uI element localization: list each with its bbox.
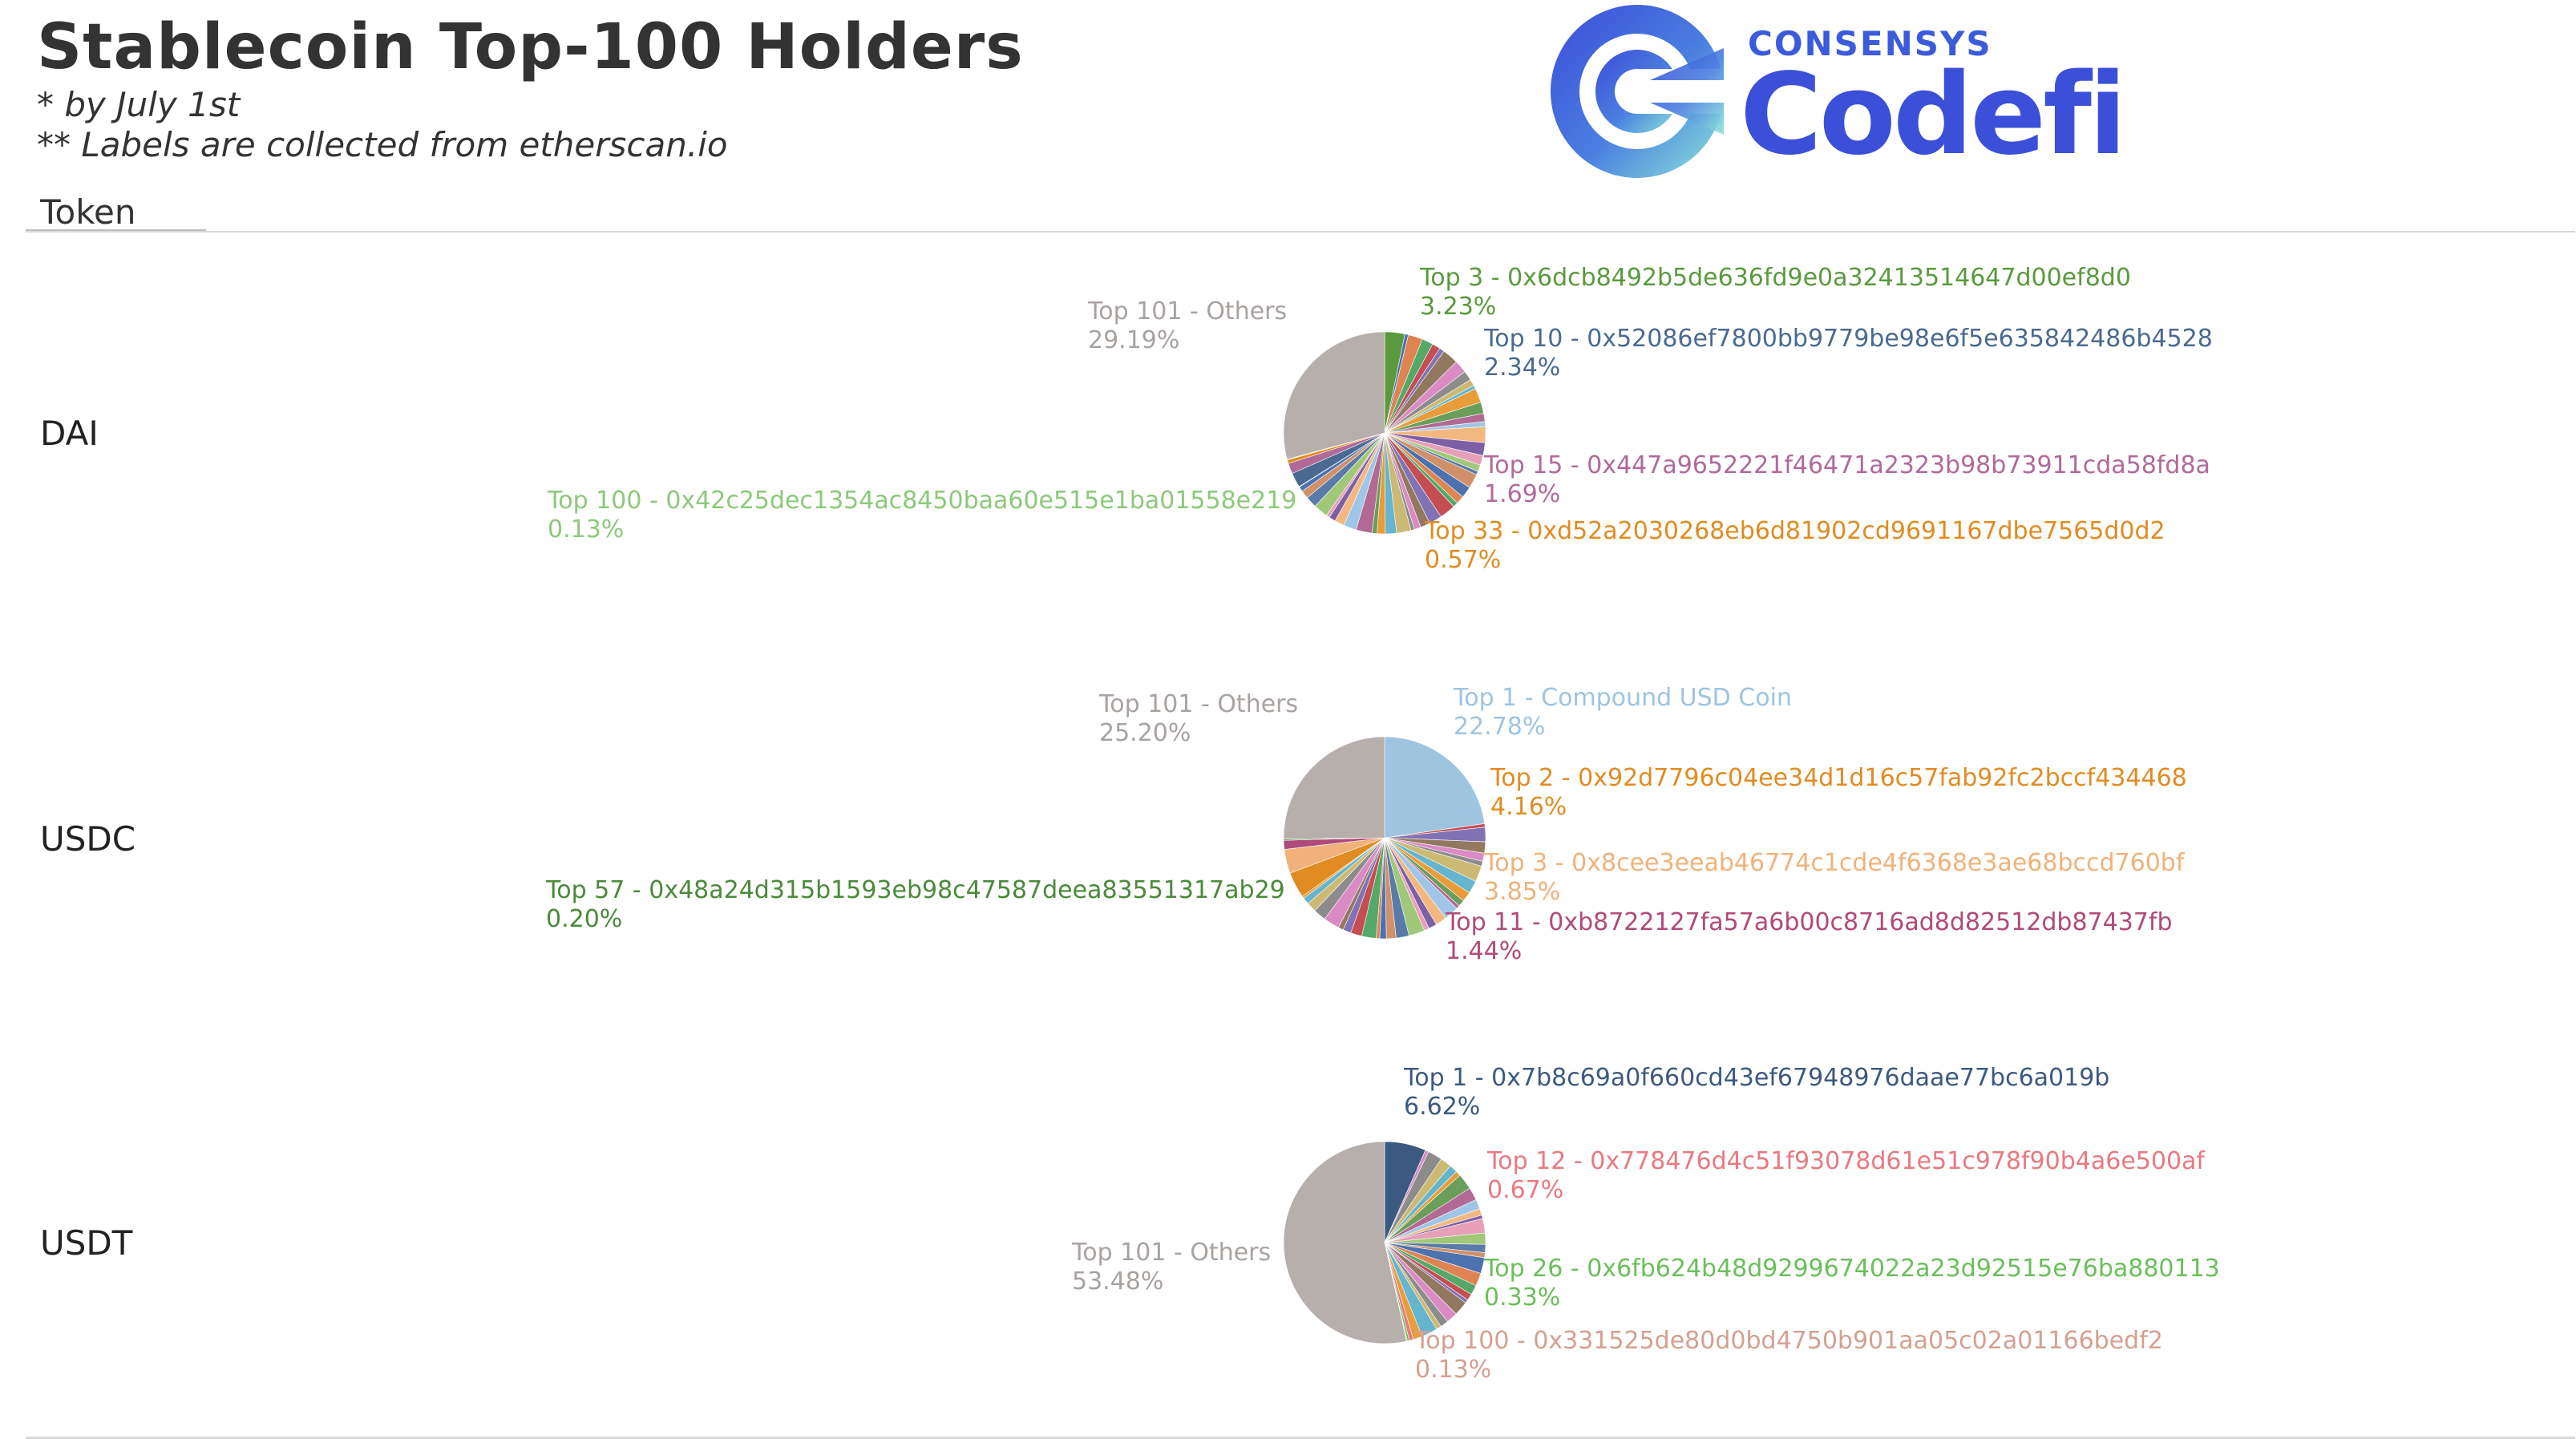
slice-label: Top 3 - 0x6dcb8492b5de636fd9e0a324135146… bbox=[1419, 264, 2131, 292]
slice-label: Top 10 - 0x52086ef7800bb9779be98e6f5e635… bbox=[1483, 325, 2213, 353]
slice-label: Top 15 - 0x447a9652221f46471a2323b98b739… bbox=[1483, 451, 2210, 479]
pie-usdt: Top 1 - 0x7b8c69a0f660cd43ef67948976daae… bbox=[1071, 1064, 2220, 1384]
header-underline bbox=[26, 229, 206, 231]
slice-percent: 1.44% bbox=[1446, 937, 1522, 965]
date-note: * by July 1st bbox=[37, 85, 241, 124]
slice-percent: 29.19% bbox=[1088, 326, 1179, 354]
brand-small-text: CONSENSYS bbox=[1748, 24, 1992, 63]
row-label-dai: DAI bbox=[40, 414, 99, 453]
slice-label: Top 1 - 0x7b8c69a0f660cd43ef67948976daae… bbox=[1403, 1064, 2109, 1092]
slice-label: Top 11 - 0xb8722127fa57a6b00c8716ad8d825… bbox=[1445, 908, 2173, 936]
slice-label: Top 101 - Others bbox=[1098, 690, 1298, 718]
slice-label: Top 2 - 0x92d7796c04ee34d1d16c57fab92fc2… bbox=[1490, 764, 2187, 792]
source-note: ** Labels are collected from etherscan.i… bbox=[37, 125, 728, 164]
slice-percent: 53.48% bbox=[1072, 1267, 1163, 1296]
slice-percent: 3.85% bbox=[1484, 878, 1560, 906]
header-divider bbox=[26, 231, 2575, 232]
slice-percent: 0.20% bbox=[546, 905, 622, 933]
token-column-header: Token bbox=[40, 192, 136, 232]
slice-percent: 0.13% bbox=[548, 515, 624, 544]
slice-percent: 22.78% bbox=[1454, 713, 1545, 741]
slice-label: Top 1 - Compound USD Coin bbox=[1453, 684, 1792, 712]
page-title: Stablecoin Top-100 Holders bbox=[37, 11, 1024, 83]
slice-percent: 0.33% bbox=[1484, 1283, 1560, 1312]
pie-slice-others bbox=[1283, 331, 1385, 460]
slice-label: Top 3 - 0x8cee3eeab46774c1cde4f6368e3ae6… bbox=[1483, 849, 2186, 877]
slice-label: Top 57 - 0x48a24d315b1593eb98c47587deea8… bbox=[545, 876, 1285, 904]
pie-slice-others bbox=[1283, 736, 1385, 839]
bottom-divider bbox=[26, 1437, 2575, 1439]
slice-label: Top 33 - 0xd52a2030268eb6d81902cd9691167… bbox=[1424, 517, 2166, 545]
slice-label: Top 12 - 0x778476d4c51f93078d61e51c978f9… bbox=[1486, 1147, 2206, 1175]
slice-percent: 2.34% bbox=[1484, 354, 1560, 382]
pie-slice bbox=[1384, 736, 1486, 839]
pie-slice-others bbox=[1283, 1141, 1407, 1344]
slice-percent: 0.67% bbox=[1487, 1176, 1563, 1204]
slice-percent: 6.62% bbox=[1404, 1093, 1480, 1121]
slice-percent: 4.16% bbox=[1490, 793, 1567, 821]
codefi-logo-icon bbox=[1551, 5, 1733, 178]
slice-percent: 0.57% bbox=[1425, 546, 1501, 574]
slice-percent: 3.23% bbox=[1420, 293, 1496, 321]
row-label-usdt: USDT bbox=[40, 1223, 133, 1263]
slice-percent: 25.20% bbox=[1099, 719, 1191, 747]
slice-label: Top 101 - Others bbox=[1087, 297, 1287, 325]
brand-big-text: Codefi bbox=[1740, 50, 2127, 180]
slice-label: Top 100 - 0x42c25dec1354ac8450baa60e515e… bbox=[547, 487, 1296, 515]
slice-percent: 0.13% bbox=[1415, 1356, 1491, 1384]
slice-label: Top 26 - 0x6fb624b48d9299674022a23d92515… bbox=[1483, 1255, 2220, 1283]
slice-label: Top 101 - Others bbox=[1071, 1239, 1271, 1267]
row-label-usdc: USDC bbox=[40, 819, 136, 859]
slice-label: Top 100 - 0x331525de80d0bd4750b901aa05c0… bbox=[1414, 1327, 2163, 1355]
slice-percent: 1.69% bbox=[1484, 480, 1560, 508]
consensys-codefi-logo bbox=[1547, 0, 2109, 184]
